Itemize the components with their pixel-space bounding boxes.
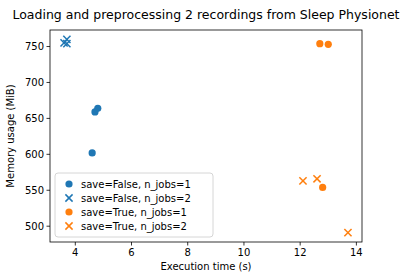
marker-stroke [65,222,72,229]
point [89,149,96,156]
y-tick [47,154,51,155]
series [60,36,70,48]
x-tick-label: 10 [238,247,251,258]
y-tick [47,190,51,191]
x-axis-label: Execution time (s) [160,261,251,272]
x-tick [75,242,76,246]
point [344,229,351,236]
x-tick [131,242,132,246]
y-tick [47,118,51,119]
point [94,105,101,112]
y-tick [47,82,51,83]
point [313,175,320,182]
marker-stroke [299,177,306,184]
legend-marker [65,222,72,229]
point [316,40,323,47]
x-tick-label: 12 [294,247,307,258]
series [316,40,332,191]
marker-stroke [63,40,70,47]
x-tick [356,242,357,246]
marker-stroke [344,229,351,236]
series [299,175,351,236]
x-tick [187,242,188,246]
chart: Loading and preprocessing 2 recordings f… [0,0,400,280]
x-tick [300,242,301,246]
legend-marker [65,208,72,215]
point [319,184,326,191]
legend-marker [65,194,72,201]
point [325,41,332,48]
point [299,177,306,184]
x-tick-label: 6 [128,247,134,258]
y-tick-label: 600 [25,149,44,160]
point [63,40,70,47]
y-tick-label: 750 [25,41,44,52]
legend-label: save=False, n_jobs=1 [81,179,191,191]
legend: save=False, n_jobs=1 save=False, n_jobs=2… [55,173,213,237]
legend-label: save=True, n_jobs=2 [81,221,187,233]
legend-label: save=False, n_jobs=2 [81,193,191,205]
marker-stroke [299,177,306,184]
x-tick-label: 14 [350,247,363,258]
legend-box [55,173,213,237]
marker-stroke [313,175,320,182]
marker-stroke [313,175,320,182]
x-tick-label: 4 [72,247,78,258]
x-tick [243,242,244,246]
y-tick-label: 700 [25,77,44,88]
plot-frame [50,30,362,242]
marker-stroke [65,194,72,201]
background [0,0,400,280]
y-tick [47,46,51,47]
title: Loading and preprocessing 2 recordings f… [12,7,399,22]
y-tick-label: 500 [25,221,44,232]
marker-stroke [65,194,72,201]
marker-stroke [65,222,72,229]
legend-label: save=True, n_jobs=1 [81,207,187,219]
marker-stroke [63,40,70,47]
y-axis-label: Memory usage (MiB) [5,84,16,187]
legend-marker [65,180,72,187]
y-tick-label: 550 [25,185,44,196]
y-tick-label: 650 [25,113,44,124]
y-tick [47,226,51,227]
x-tick-label: 8 [185,247,191,258]
series [89,105,102,157]
marker-stroke [344,229,351,236]
